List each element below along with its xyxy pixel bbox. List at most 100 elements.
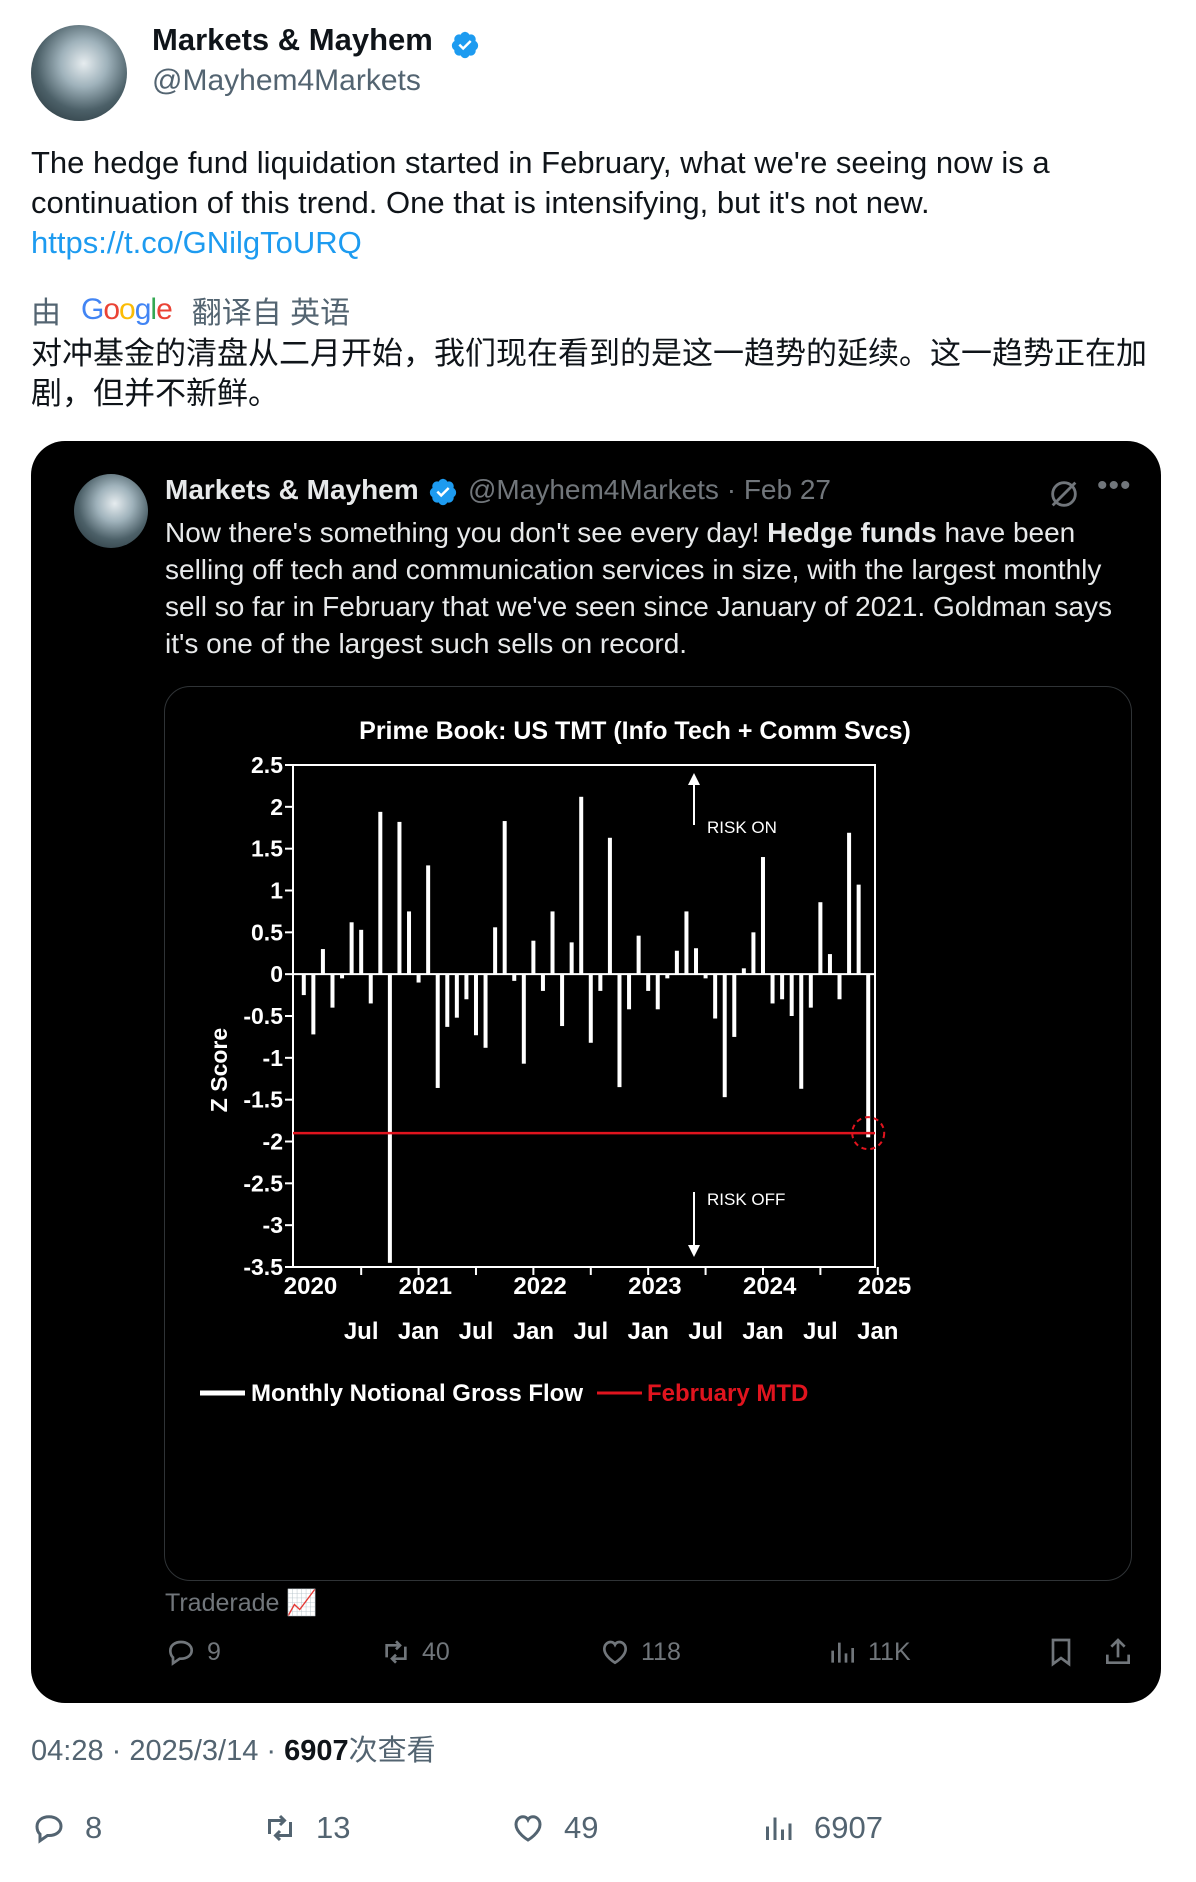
quote-author-avatar[interactable] (74, 474, 148, 548)
translation-attribution: 由 Google 翻译自 英语 (31, 288, 350, 332)
y-tick-label: 1 (270, 878, 283, 904)
y-tick-label: 0 (270, 961, 283, 987)
tweet-link[interactable]: https://t.co/GNilgToURQ (31, 225, 362, 260)
bar-monthly-flow (607, 837, 612, 975)
bar-monthly-flow (694, 948, 699, 975)
quote-like-count: 118 (641, 1637, 681, 1666)
bar-monthly-flow (416, 974, 421, 983)
image-source-caption: Traderade 📈 (165, 1589, 318, 1617)
retweet-icon (385, 1640, 407, 1664)
heart-icon (602, 1640, 628, 1665)
risk-on-arrowhead (688, 773, 700, 785)
risk-off-label: RISK OFF (707, 1190, 785, 1209)
x-month-label: Jul (688, 1318, 723, 1345)
y-tick-label: 2 (270, 794, 283, 820)
x-month-label: Jan (857, 1318, 898, 1345)
retweet-button[interactable]: 13 (262, 1810, 350, 1846)
bar-monthly-flow (407, 911, 412, 975)
bar-monthly-flow (330, 974, 335, 1008)
bar-monthly-flow (789, 974, 794, 1016)
google-logo[interactable]: Google (81, 293, 173, 326)
bar-monthly-flow (340, 974, 345, 979)
bar-monthly-flow (426, 865, 431, 975)
grok-icon[interactable] (1047, 477, 1081, 511)
quote-bookmark-button[interactable] (1045, 1636, 1077, 1668)
bar-monthly-flow (473, 974, 478, 1036)
legend-label-feb: February MTD (647, 1380, 808, 1407)
quote-views-button[interactable]: 11K (826, 1636, 911, 1668)
like-button[interactable]: 49 (510, 1810, 598, 1846)
x-month-label: Jan (398, 1318, 439, 1345)
bar-monthly-flow (301, 974, 306, 996)
y-tick-label: -1 (263, 1045, 284, 1071)
bar-monthly-flow (359, 929, 364, 975)
retweet-count: 13 (316, 1810, 351, 1845)
x-year-label: 2021 (399, 1273, 452, 1300)
bar-monthly-flow (311, 974, 316, 1035)
bar-monthly-flow (531, 940, 536, 975)
bar-monthly-flow (320, 949, 325, 975)
quote-text-bold: Hedge funds (767, 517, 937, 548)
author-handle[interactable]: @Mayhem4Markets (152, 64, 421, 97)
bar-monthly-flow (837, 974, 842, 1000)
bar-monthly-flow (627, 974, 632, 1010)
x-month-label: Jul (573, 1318, 608, 1345)
x-month-label: Jan (742, 1318, 783, 1345)
author-name[interactable]: Markets & Mayhem (152, 22, 433, 57)
quote-reply-button[interactable]: 9 (165, 1636, 221, 1668)
bar-monthly-flow (560, 974, 565, 1027)
y-tick-label: 1.5 (251, 836, 283, 862)
bar-monthly-flow (665, 974, 670, 979)
quote-retweet-button[interactable]: 40 (380, 1636, 450, 1668)
tweet-body: The hedge fund liquidation started in Fe… (31, 145, 1050, 220)
bar-monthly-flow (703, 974, 708, 979)
views-button[interactable]: 6907 (760, 1810, 883, 1846)
more-options-icon[interactable]: ••• (1097, 469, 1132, 502)
reply-button[interactable]: 8 (31, 1810, 102, 1846)
legend-label-flow: Monthly Notional Gross Flow (251, 1380, 583, 1407)
x-year-label: 2022 (513, 1273, 566, 1300)
bar-monthly-flow (655, 974, 660, 1010)
quote-like-button[interactable]: 118 (599, 1636, 681, 1668)
bar-monthly-flow (646, 974, 651, 991)
quoted-tweet-card[interactable]: Markets & Mayhem @Mayhem4Markets · Feb 2… (31, 441, 1161, 1703)
bar-monthly-flow (368, 974, 373, 1004)
bar-monthly-flow (502, 821, 507, 975)
tweet-text: The hedge fund liquidation started in Fe… (31, 143, 1151, 263)
x-year-label: 2023 (628, 1273, 681, 1300)
bar-monthly-flow (713, 974, 718, 1019)
tweet-timestamp[interactable]: 04:28 · 2025/3/14 · 6907次查看 (31, 1727, 436, 1769)
bar-monthly-flow (780, 974, 785, 1000)
quote-retweet-count: 40 (422, 1637, 450, 1666)
view-count: 6907 (814, 1810, 883, 1845)
chart-svg: Prime Book: US TMT (Info Tech + Comm Svc… (200, 717, 911, 1407)
bar-monthly-flow (684, 911, 689, 975)
bar-monthly-flow (454, 974, 459, 1018)
bar-monthly-flow (493, 927, 498, 975)
author-avatar[interactable] (31, 25, 127, 121)
reply-icon (168, 1640, 194, 1666)
bar-monthly-flow (550, 911, 555, 975)
quote-text-part1: Now there's something you don't see ever… (165, 517, 768, 548)
reply-icon (35, 1815, 63, 1844)
y-tick-label: -3.5 (243, 1254, 283, 1280)
x-month-label: Jan (513, 1318, 554, 1345)
quote-verified-badge-icon (429, 478, 457, 506)
bar-monthly-flow (741, 968, 746, 975)
y-tick-label: -2.5 (243, 1170, 283, 1196)
quote-author-name[interactable]: Markets & Mayhem (165, 474, 419, 505)
x-year-label: 2025 (858, 1273, 911, 1300)
chart-image[interactable]: Prime Book: US TMT (Info Tech + Comm Svc… (164, 686, 1132, 1581)
share-icon (1106, 1638, 1130, 1664)
y-tick-label: -1.5 (243, 1087, 283, 1113)
bar-monthly-flow (483, 974, 488, 1048)
y-tick-label: -2 (263, 1129, 283, 1155)
bar-monthly-flow (856, 884, 861, 975)
x-month-label: Jul (803, 1318, 838, 1345)
bar-monthly-flow (674, 950, 679, 975)
bar-monthly-flow (827, 954, 832, 975)
quote-share-button[interactable] (1102, 1636, 1134, 1668)
y-tick-label: 0.5 (251, 919, 283, 945)
quote-text-part2: have been selling off tech and communica… (165, 517, 1112, 659)
quote-handle-date[interactable]: @Mayhem4Markets · Feb 27 (468, 474, 831, 505)
